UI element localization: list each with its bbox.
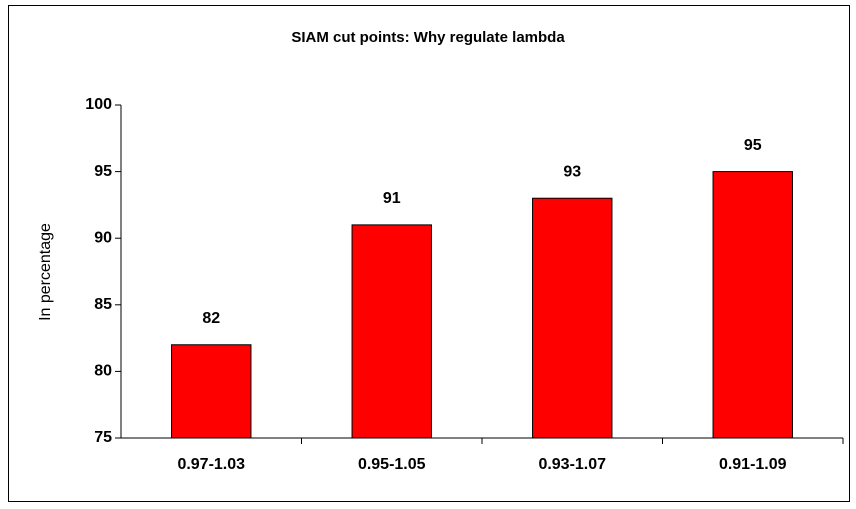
- x-tick-label: 0.95-1.05: [358, 456, 426, 473]
- y-tick-label: 85: [94, 296, 112, 313]
- x-tick-label: 0.91-1.09: [719, 456, 787, 473]
- y-tick-label: 80: [94, 363, 112, 380]
- bar: [712, 171, 793, 439]
- value-label: 95: [744, 137, 762, 154]
- y-tick-label: 90: [94, 229, 112, 246]
- x-tick-label: 0.97-1.03: [177, 456, 245, 473]
- value-label: 82: [202, 310, 220, 327]
- bar: [532, 197, 613, 439]
- bar: [351, 224, 432, 439]
- chart-title: SIAM cut points: Why regulate lambda: [291, 29, 565, 46]
- bar: [171, 344, 252, 439]
- y-tick-label: 100: [85, 96, 112, 113]
- x-tick-label: 0.93-1.07: [538, 456, 606, 473]
- value-label: 91: [383, 190, 401, 207]
- value-label: 93: [563, 163, 581, 180]
- y-tick-label: 75: [94, 429, 112, 446]
- y-tick-label: 95: [94, 163, 112, 180]
- y-axis-label: In percentage: [37, 223, 54, 321]
